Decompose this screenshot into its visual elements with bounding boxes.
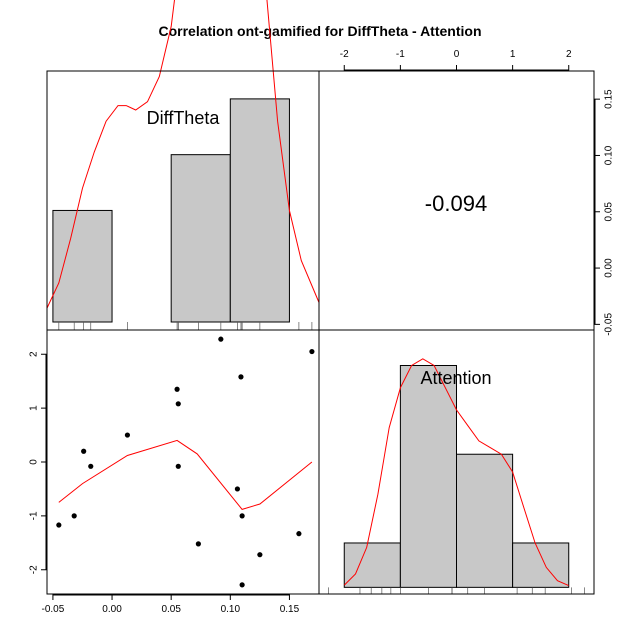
scatter-point	[234, 486, 240, 492]
attention-density-line	[343, 358, 569, 587]
attention-hist-bar	[512, 542, 570, 588]
right-axis-tick-label: 0.10	[604, 145, 615, 165]
bottom-axis-tick-label: 0.00	[102, 604, 122, 615]
scatter-point	[195, 541, 201, 547]
scatter-point	[296, 531, 302, 537]
scatter-smooth-line	[58, 439, 313, 510]
scatter-point	[309, 348, 315, 355]
bottom-axis-tick-label: 0.05	[161, 604, 181, 615]
scatter-point	[238, 374, 244, 380]
attention-label: Attention	[420, 368, 491, 388]
panel-border	[318, 329, 595, 595]
left-axis-tick-label: 2	[29, 351, 40, 357]
scatter-point	[239, 513, 245, 519]
top-axis-tick-label: 1	[510, 49, 516, 60]
panel-border	[46, 329, 320, 595]
left-axis-tick-label: -1	[29, 511, 40, 520]
top-axis-tick-label: 0	[454, 49, 460, 60]
left-axis-tick-label: -2	[29, 565, 40, 574]
top-axis-tick-label: -1	[396, 49, 405, 60]
scatter-point	[239, 582, 245, 588]
scatter-point	[81, 448, 87, 454]
right-axis-tick-label: 0.05	[604, 202, 615, 222]
scatter-point	[56, 522, 62, 528]
diffTheta-label: DiffTheta	[147, 108, 221, 128]
right-axis-tick-label: -0.05	[604, 313, 615, 336]
scatter-point	[175, 463, 181, 469]
diffTheta-hist-bar	[170, 154, 231, 323]
top-axis-tick-label: -2	[340, 49, 349, 60]
bottom-axis-tick-label: 0.10	[221, 604, 241, 615]
left-axis-tick-label: 1	[29, 405, 40, 411]
diffTheta-hist-bar	[229, 98, 290, 323]
diffTheta-density-line	[46, 0, 320, 309]
correlation-value: -0.094	[425, 191, 487, 216]
scatter-point	[257, 552, 263, 558]
right-axis-tick-label: 0.15	[604, 89, 615, 109]
scatter-point	[174, 386, 180, 392]
scatter-point	[124, 432, 131, 438]
attention-hist-bar	[399, 364, 458, 588]
right-axis-tick-label: 0.00	[604, 258, 615, 278]
bottom-axis-tick-label: -0.05	[42, 604, 65, 615]
diffTheta-hist-bar	[52, 209, 113, 323]
left-axis-tick-label: 0	[29, 459, 40, 465]
attention-hist-bar	[456, 453, 514, 588]
scatter-point	[175, 401, 181, 407]
attention-hist-bar	[343, 542, 401, 588]
bottom-axis-tick-label: 0.15	[280, 604, 300, 615]
top-axis-tick-label: 2	[566, 49, 572, 60]
chart-title: Correlation ont-gamified for DiffTheta -…	[158, 23, 481, 39]
scatter-point	[218, 336, 224, 342]
scatter-point	[71, 513, 77, 519]
scatter-point	[88, 463, 94, 469]
